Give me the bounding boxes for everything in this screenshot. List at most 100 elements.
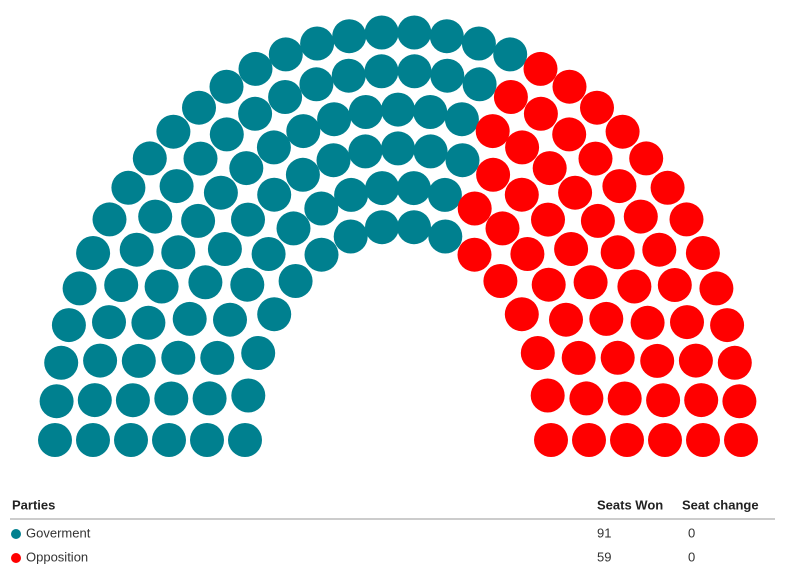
seat	[430, 58, 465, 93]
seat	[589, 301, 624, 336]
seat	[650, 170, 685, 205]
seat	[475, 114, 510, 149]
seat	[190, 423, 224, 457]
seat	[365, 210, 399, 245]
seat	[213, 302, 247, 337]
seat	[558, 175, 593, 210]
seat	[111, 170, 146, 205]
seat	[200, 340, 235, 375]
seat	[230, 267, 265, 302]
seat	[115, 383, 150, 418]
seat	[580, 203, 615, 238]
seat	[461, 26, 496, 61]
seat	[510, 237, 545, 271]
seat	[642, 232, 677, 267]
seat	[397, 54, 432, 89]
seat	[710, 308, 745, 343]
seat	[161, 340, 196, 375]
seat	[578, 141, 613, 176]
seat	[493, 37, 528, 72]
seat	[300, 26, 335, 61]
seat	[554, 232, 589, 266]
seat	[76, 236, 111, 270]
seat	[397, 210, 431, 245]
seat	[231, 378, 266, 413]
column-header: Parties	[12, 497, 55, 512]
seat	[132, 141, 167, 176]
seat	[657, 268, 692, 302]
seats-won: 91	[597, 525, 611, 540]
seat	[181, 203, 216, 238]
seats-won: 59	[597, 549, 611, 564]
seat	[229, 151, 264, 186]
seat	[268, 37, 303, 72]
seat	[83, 343, 118, 378]
seat	[685, 236, 720, 270]
seat	[523, 51, 558, 86]
seat	[669, 202, 704, 237]
seat	[413, 95, 448, 129]
seat-change: 0	[688, 549, 695, 564]
seat	[684, 383, 719, 418]
seat	[572, 423, 606, 457]
seat	[138, 199, 173, 234]
seat	[429, 19, 464, 54]
seat	[251, 237, 286, 271]
seat	[724, 423, 758, 457]
seat	[121, 343, 156, 378]
seat	[156, 114, 191, 149]
seat	[299, 67, 334, 102]
seat	[317, 102, 352, 137]
seat	[493, 80, 528, 114]
seat	[413, 134, 448, 169]
seat	[304, 237, 339, 272]
seat	[364, 15, 399, 50]
seat	[531, 202, 565, 237]
seat	[623, 199, 658, 234]
seat	[285, 157, 320, 192]
seat	[304, 191, 339, 226]
seat	[238, 96, 273, 131]
seat	[610, 423, 644, 457]
party-name: Goverment	[26, 525, 91, 540]
seat	[605, 114, 640, 149]
seat	[549, 302, 583, 337]
seat	[476, 157, 511, 192]
seat	[397, 15, 432, 50]
seat	[600, 235, 635, 270]
seat	[188, 265, 223, 300]
seat	[278, 264, 313, 298]
seat	[182, 90, 216, 125]
seat	[504, 297, 539, 332]
seat	[348, 95, 383, 129]
seat	[256, 130, 291, 165]
seat	[104, 268, 139, 302]
seat	[580, 90, 614, 125]
seat	[561, 340, 596, 375]
seat	[257, 177, 292, 212]
seat	[520, 336, 555, 370]
seat	[172, 301, 207, 336]
seat	[534, 423, 568, 457]
seat	[573, 265, 608, 300]
seat	[333, 219, 368, 254]
seat	[209, 69, 244, 104]
seat	[617, 269, 652, 304]
seat	[457, 237, 492, 272]
seat	[457, 191, 492, 226]
seat	[228, 423, 262, 457]
seat	[334, 177, 369, 212]
seat	[348, 134, 383, 169]
seat	[670, 305, 704, 340]
seat	[119, 232, 154, 267]
seat	[505, 130, 540, 165]
seat	[381, 131, 415, 166]
seat	[209, 117, 244, 152]
seat	[92, 305, 126, 340]
seat	[630, 305, 665, 340]
seat	[552, 69, 587, 104]
seat	[316, 143, 351, 178]
seat	[485, 211, 520, 246]
seat	[427, 177, 462, 212]
